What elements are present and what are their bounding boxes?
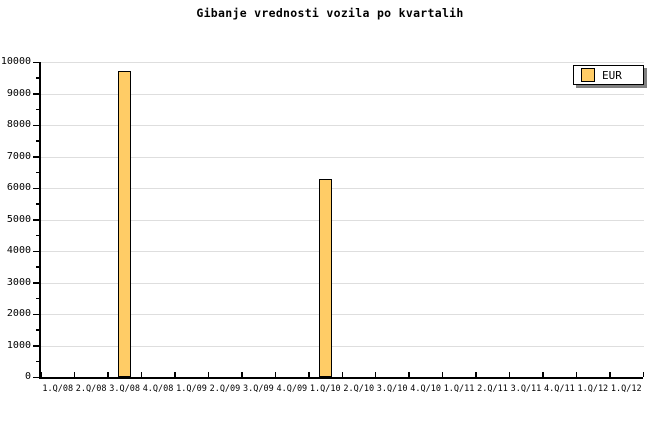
- y-axis-major-tick: [33, 345, 41, 347]
- y-axis-major-tick: [33, 313, 41, 315]
- y-axis-minor-tick: [36, 234, 41, 237]
- y-axis-minor-tick: [36, 108, 41, 111]
- gridline: [41, 125, 644, 126]
- x-axis-tick: [73, 372, 76, 377]
- y-axis-minor-tick: [36, 297, 41, 300]
- y-axis-tick-label: 9000: [6, 87, 31, 99]
- x-axis-category-label: 4.Q/09: [276, 384, 308, 394]
- x-axis-tick: [241, 372, 243, 377]
- y-axis-tick-label: 5000: [6, 213, 31, 225]
- x-axis-category-label: 1.Q/11: [443, 384, 475, 394]
- gridline: [41, 251, 644, 252]
- y-axis-tick-label: 7000: [6, 150, 31, 162]
- x-axis-tick: [174, 372, 176, 377]
- x-axis-tick: [140, 372, 143, 377]
- y-axis-major-tick: [33, 250, 41, 252]
- x-axis-category-label: 3.Q/10: [376, 384, 408, 394]
- gridline: [41, 62, 644, 63]
- x-axis-category-label: 2.Q/10: [343, 384, 375, 394]
- x-axis-category-label: 1.Q/09: [176, 384, 207, 394]
- y-axis-line: [39, 62, 41, 379]
- y-axis-tick-label: 3000: [6, 276, 31, 288]
- x-axis-tick: [609, 372, 611, 377]
- y-axis-major-tick: [33, 219, 41, 221]
- y-axis-major-tick: [33, 93, 41, 95]
- x-axis-category-label: 1.Q/12: [577, 384, 609, 394]
- gridline: [41, 314, 644, 315]
- x-axis-line: [39, 377, 643, 379]
- x-axis-tick: [207, 372, 210, 377]
- y-axis-tick-label: 4000: [6, 245, 31, 256]
- y-axis-tick-label: 10000: [0, 56, 31, 67]
- bar-1.Q/10: [318, 179, 332, 377]
- x-axis-tick: [274, 372, 277, 377]
- x-axis-category-label: 2.Q/11: [477, 384, 508, 394]
- gridline: [41, 188, 644, 189]
- y-axis-tick-label: 2000: [6, 308, 31, 319]
- y-axis-tick-label: 0: [24, 371, 31, 382]
- x-axis-tick: [408, 372, 410, 377]
- x-axis-tick: [642, 372, 644, 377]
- x-axis-category-label: 2.Q/08: [75, 384, 107, 394]
- x-axis-category-label: 3.Q/08: [109, 384, 140, 394]
- y-axis-major-tick: [33, 282, 41, 284]
- gridline: [41, 345, 644, 347]
- y-axis-minor-tick: [36, 171, 41, 174]
- y-axis-minor-tick: [36, 203, 41, 205]
- x-axis-tick: [542, 372, 544, 377]
- y-axis-major-tick: [33, 376, 41, 378]
- y-axis-minor-tick: [36, 266, 41, 268]
- chart-title: Gibanje vrednosti vozila po kvartalih: [196, 6, 464, 20]
- bar-3.Q/08: [118, 71, 132, 377]
- x-axis-category-label: 1.Q/08: [42, 384, 74, 394]
- x-axis-category-label: 3.Q/11: [510, 384, 542, 394]
- x-axis-tick: [475, 372, 477, 377]
- x-axis-category-label: 4.Q/08: [142, 384, 174, 394]
- y-axis-major-tick: [33, 61, 41, 63]
- x-axis-tick: [308, 372, 310, 377]
- x-axis-category-label: 4.Q/11: [544, 384, 575, 394]
- legend-swatch-eur: [581, 68, 595, 82]
- x-axis-tick: [441, 372, 444, 377]
- y-axis-minor-tick: [36, 360, 41, 363]
- x-axis-tick: [575, 372, 578, 377]
- x-axis-tick: [40, 372, 42, 377]
- gridline: [41, 156, 644, 158]
- gridline: [41, 282, 644, 284]
- x-axis-tick: [341, 372, 343, 377]
- x-axis-category-label: 4.Q/10: [410, 384, 441, 394]
- gridline: [41, 93, 644, 95]
- x-axis-category-label: 2.Q/09: [209, 384, 241, 394]
- y-axis-major-tick: [33, 124, 41, 126]
- y-axis-tick-label: 8000: [6, 119, 31, 130]
- x-axis-category-label: 3.Q/09: [243, 384, 274, 394]
- x-axis-category-label: 1.Q/10: [309, 384, 341, 394]
- x-axis-tick: [508, 372, 511, 377]
- y-axis-minor-tick: [36, 329, 41, 331]
- legend-box: EUR: [573, 65, 644, 85]
- y-axis-minor-tick: [36, 77, 41, 79]
- y-axis-major-tick: [33, 187, 41, 189]
- x-axis-tick: [374, 372, 377, 377]
- y-axis-tick-label: 6000: [6, 182, 31, 193]
- x-axis-category-label: 1.Q/12: [610, 384, 642, 394]
- y-axis-major-tick: [33, 156, 41, 158]
- x-axis-tick: [107, 372, 109, 377]
- y-axis-tick-label: 1000: [6, 339, 31, 351]
- y-axis-minor-tick: [36, 140, 41, 142]
- legend-label-eur: EUR: [602, 68, 622, 82]
- gridline: [41, 219, 644, 221]
